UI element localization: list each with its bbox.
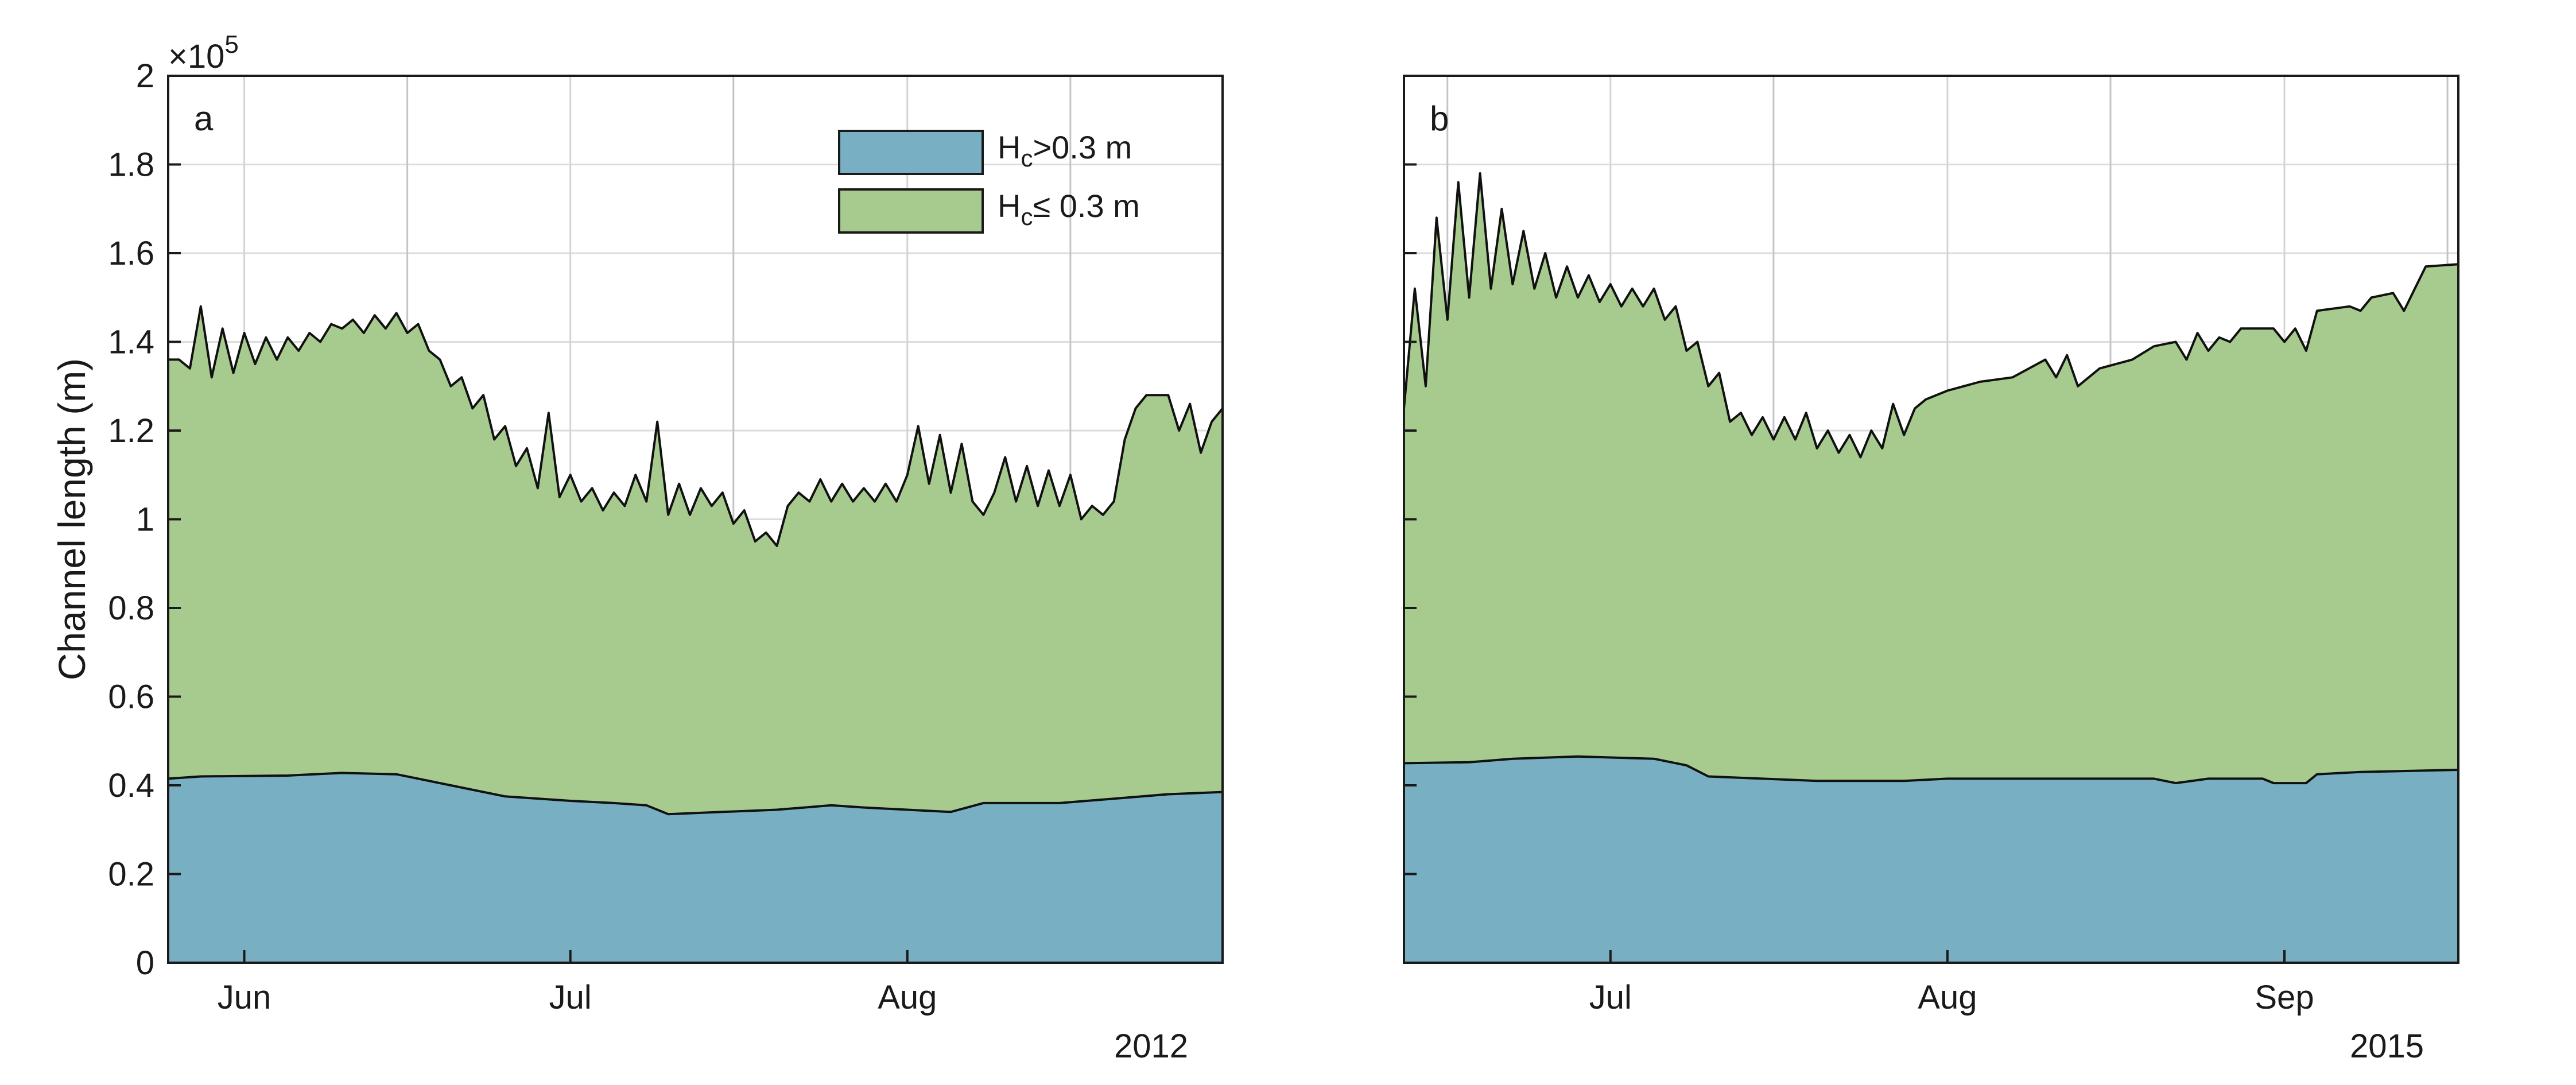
- legend: Hc>0.3 m Hc≤ 0.3 m: [838, 129, 1140, 234]
- panel-label: a: [194, 99, 214, 138]
- y-tick-label: 1: [136, 501, 154, 538]
- legend-swatch-deep: [838, 130, 984, 175]
- y-tick-label: 0.2: [108, 856, 154, 893]
- year-label: 2015: [2350, 1028, 2424, 1065]
- y-multiplier: ×105: [168, 30, 239, 75]
- area-deep: [1404, 756, 2458, 963]
- x-tick-label: Jun: [218, 979, 271, 1016]
- year-label: 2012: [1114, 1028, 1188, 1065]
- panel-label: b: [1430, 99, 1449, 138]
- ticks: [168, 75, 909, 964]
- y-tick-label: 0: [136, 944, 154, 982]
- legend-label-deep: Hc>0.3 m: [998, 129, 1132, 172]
- y-tick-label: 0.6: [108, 679, 154, 716]
- x-tick-label: Aug: [1918, 979, 1977, 1016]
- y-tick-label: 0.8: [108, 590, 154, 627]
- x-tick-label: Jul: [1589, 979, 1632, 1016]
- y-tick-label: 0.4: [108, 767, 154, 804]
- y-tick-label: 2: [136, 57, 154, 95]
- x-tick-labels: Jul Aug Sep: [1589, 979, 2314, 1016]
- area-series: [168, 305, 1224, 963]
- x-tick-label: Jul: [549, 979, 592, 1016]
- ticks: [1404, 75, 2286, 964]
- y-tick-label: 1.4: [108, 324, 154, 361]
- area-deep: [168, 773, 1223, 963]
- panel-b: Jul Aug Sep b 2015: [1403, 75, 2459, 1065]
- y-tick-label: 1.6: [108, 235, 154, 272]
- x-tick-label: Aug: [878, 979, 937, 1016]
- y-axis-label: Channel length (m): [51, 358, 93, 680]
- legend-label-shallow: Hc≤ 0.3 m: [998, 188, 1140, 230]
- line-total: [168, 305, 1224, 547]
- x-tick-labels: Jun Jul Aug: [218, 979, 937, 1016]
- line-deep: [168, 772, 1223, 816]
- y-tick-label: 1.2: [108, 412, 154, 450]
- y-tick-label: 1.8: [108, 146, 154, 184]
- area-series: [1403, 172, 2459, 963]
- y-tick-labels: 0 0.2 0.4 0.6 0.8 1 1.2 1.4 1.6 1.8 2: [108, 57, 154, 982]
- x-tick-label: Sep: [2255, 979, 2314, 1016]
- line-total: [1403, 172, 2459, 459]
- line-deep: [1403, 755, 2459, 785]
- panel-a: 0 0.2 0.4 0.6 0.8 1 1.2 1.4 1.6 1.8 2 Jun Jul Aug Ch…: [51, 30, 1224, 1065]
- legend-swatch-shallow: [838, 188, 984, 234]
